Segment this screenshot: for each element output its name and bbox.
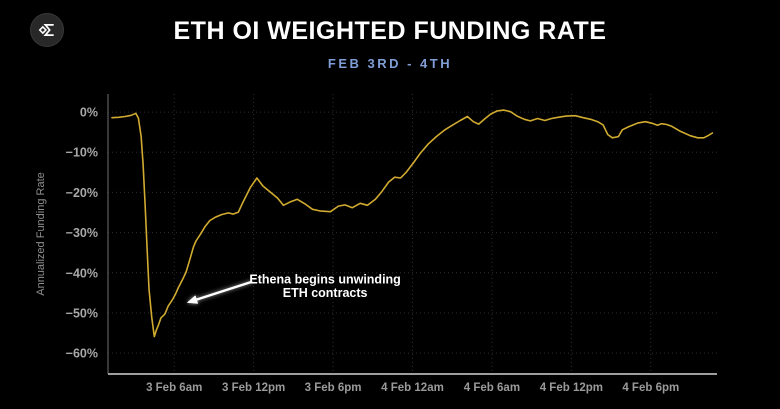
- velo-sigma-logo: [30, 13, 64, 47]
- sigma-diamond-icon: [38, 23, 54, 37]
- annotation-arrow: [186, 280, 253, 304]
- funding-rate-line: [111, 109, 714, 338]
- y-tick-label: −40%: [66, 266, 98, 280]
- x-tick-label: 3 Feb 6pm: [305, 382, 362, 394]
- annotation-text: ETH contracts: [283, 286, 368, 300]
- y-tick-label: −50%: [66, 306, 98, 320]
- y-tick-label: −10%: [66, 146, 98, 160]
- x-tick-label: 4 Feb 6am: [464, 382, 520, 394]
- x-tick-label: 4 Feb 6pm: [622, 382, 679, 394]
- y-axis-title: Annualized Funding Rate: [35, 172, 47, 296]
- y-tick-label: −60%: [66, 347, 98, 361]
- x-tick-label: 4 Feb 12am: [381, 382, 444, 394]
- x-tick-label: 3 Feb 12pm: [222, 382, 285, 394]
- x-tick-label: 3 Feb 6am: [146, 382, 202, 394]
- annotation-text: Ethena begins unwinding: [249, 273, 400, 287]
- x-tick-label: 4 Feb 12pm: [540, 382, 603, 394]
- y-tick-label: 0%: [80, 106, 98, 120]
- page-subtitle: FEB 3RD - 4TH: [327, 56, 453, 71]
- page-title: ETH OI WEIGHTED FUNDING RATE: [173, 17, 607, 45]
- y-tick-label: −30%: [66, 226, 98, 240]
- y-tick-label: −20%: [66, 186, 98, 200]
